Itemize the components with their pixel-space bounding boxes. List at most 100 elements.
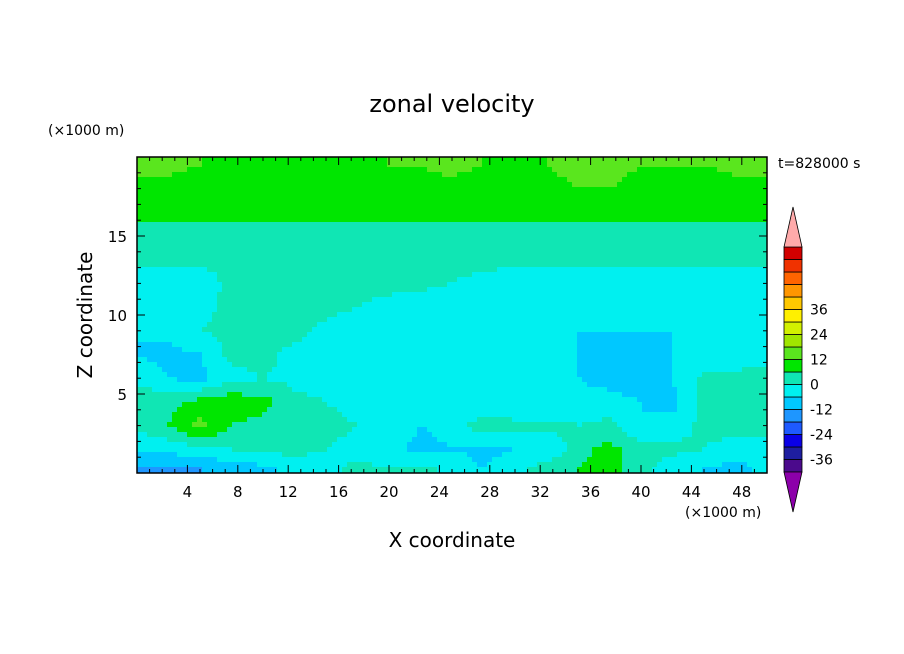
field-cell	[147, 177, 153, 183]
field-cell	[382, 162, 388, 168]
field-cell	[247, 202, 253, 208]
field-cell	[242, 317, 248, 323]
field-cell	[392, 172, 398, 178]
field-cell	[727, 272, 733, 278]
field-cell	[762, 332, 768, 338]
field-cell	[207, 297, 213, 303]
field-cell	[472, 252, 478, 258]
field-cell	[227, 212, 233, 218]
field-cell	[557, 217, 563, 223]
field-cell	[332, 292, 338, 298]
field-cell	[547, 207, 553, 213]
field-cell	[627, 332, 633, 338]
field-cell	[442, 192, 448, 198]
field-cell	[422, 297, 428, 303]
field-cell	[712, 167, 718, 173]
field-cell	[692, 217, 698, 223]
field-cell	[357, 342, 363, 348]
field-cell	[202, 262, 208, 268]
field-cell	[252, 247, 258, 253]
field-cell	[577, 222, 583, 228]
field-cell	[297, 197, 303, 203]
field-cell	[327, 337, 333, 343]
field-cell	[537, 182, 543, 188]
field-cell	[242, 342, 248, 348]
field-cell	[447, 217, 453, 223]
field-cell	[332, 257, 338, 263]
field-cell	[197, 192, 203, 198]
field-cell	[502, 317, 508, 323]
field-cell	[332, 267, 338, 273]
field-cell	[492, 227, 498, 233]
field-cell	[702, 167, 708, 173]
field-cell	[397, 207, 403, 213]
field-cell	[482, 277, 488, 283]
field-cell	[427, 267, 433, 273]
field-cell	[457, 277, 463, 283]
field-cell	[622, 172, 628, 178]
field-cell	[142, 287, 148, 293]
field-cell	[197, 272, 203, 278]
field-cell	[592, 337, 598, 343]
field-cell	[317, 222, 323, 228]
field-cell	[657, 177, 663, 183]
field-cell	[157, 232, 163, 238]
field-cell	[552, 272, 558, 278]
field-cell	[167, 252, 173, 258]
field-cell	[672, 232, 678, 238]
field-cell	[222, 192, 228, 198]
field-cell	[277, 322, 283, 328]
field-cell	[307, 347, 313, 353]
field-cell	[467, 262, 473, 268]
field-cell	[572, 262, 578, 268]
field-cell	[582, 197, 588, 203]
field-cell	[742, 202, 748, 208]
field-cell	[682, 192, 688, 198]
field-cell	[562, 217, 568, 223]
field-cell	[252, 262, 258, 268]
field-cell	[707, 272, 713, 278]
field-cell	[342, 322, 348, 328]
field-cell	[727, 177, 733, 183]
field-cell	[572, 267, 578, 273]
field-cell	[552, 312, 558, 318]
field-cell	[337, 282, 343, 288]
field-cell	[407, 332, 413, 338]
field-cell	[722, 317, 728, 323]
field-cell	[367, 192, 373, 198]
field-cell	[597, 247, 603, 253]
field-cell	[167, 312, 173, 318]
field-cell	[707, 167, 713, 173]
field-cell	[717, 237, 723, 243]
field-cell	[562, 237, 568, 243]
field-cell	[457, 327, 463, 333]
field-cell	[297, 222, 303, 228]
field-cell	[232, 237, 238, 243]
field-cell	[712, 187, 718, 193]
field-cell	[342, 317, 348, 323]
field-cell	[427, 337, 433, 343]
field-cell	[707, 212, 713, 218]
field-cell	[247, 342, 253, 348]
field-cell	[727, 317, 733, 323]
field-cell	[472, 352, 478, 358]
field-cell	[752, 277, 758, 283]
field-cell	[627, 222, 633, 228]
field-cell	[287, 172, 293, 178]
field-cell	[627, 307, 633, 313]
field-cell	[362, 222, 368, 228]
field-cell	[207, 247, 213, 253]
field-cell	[562, 197, 568, 203]
field-cell	[237, 297, 243, 303]
field-cell	[372, 217, 378, 223]
field-cell	[727, 307, 733, 313]
field-cell	[432, 162, 438, 168]
field-cell	[532, 222, 538, 228]
field-cell	[627, 172, 633, 178]
field-cell	[352, 232, 358, 238]
field-cell	[612, 257, 618, 263]
field-cell	[197, 252, 203, 258]
field-cell	[187, 192, 193, 198]
field-cell	[262, 262, 268, 268]
field-cell	[402, 202, 408, 208]
